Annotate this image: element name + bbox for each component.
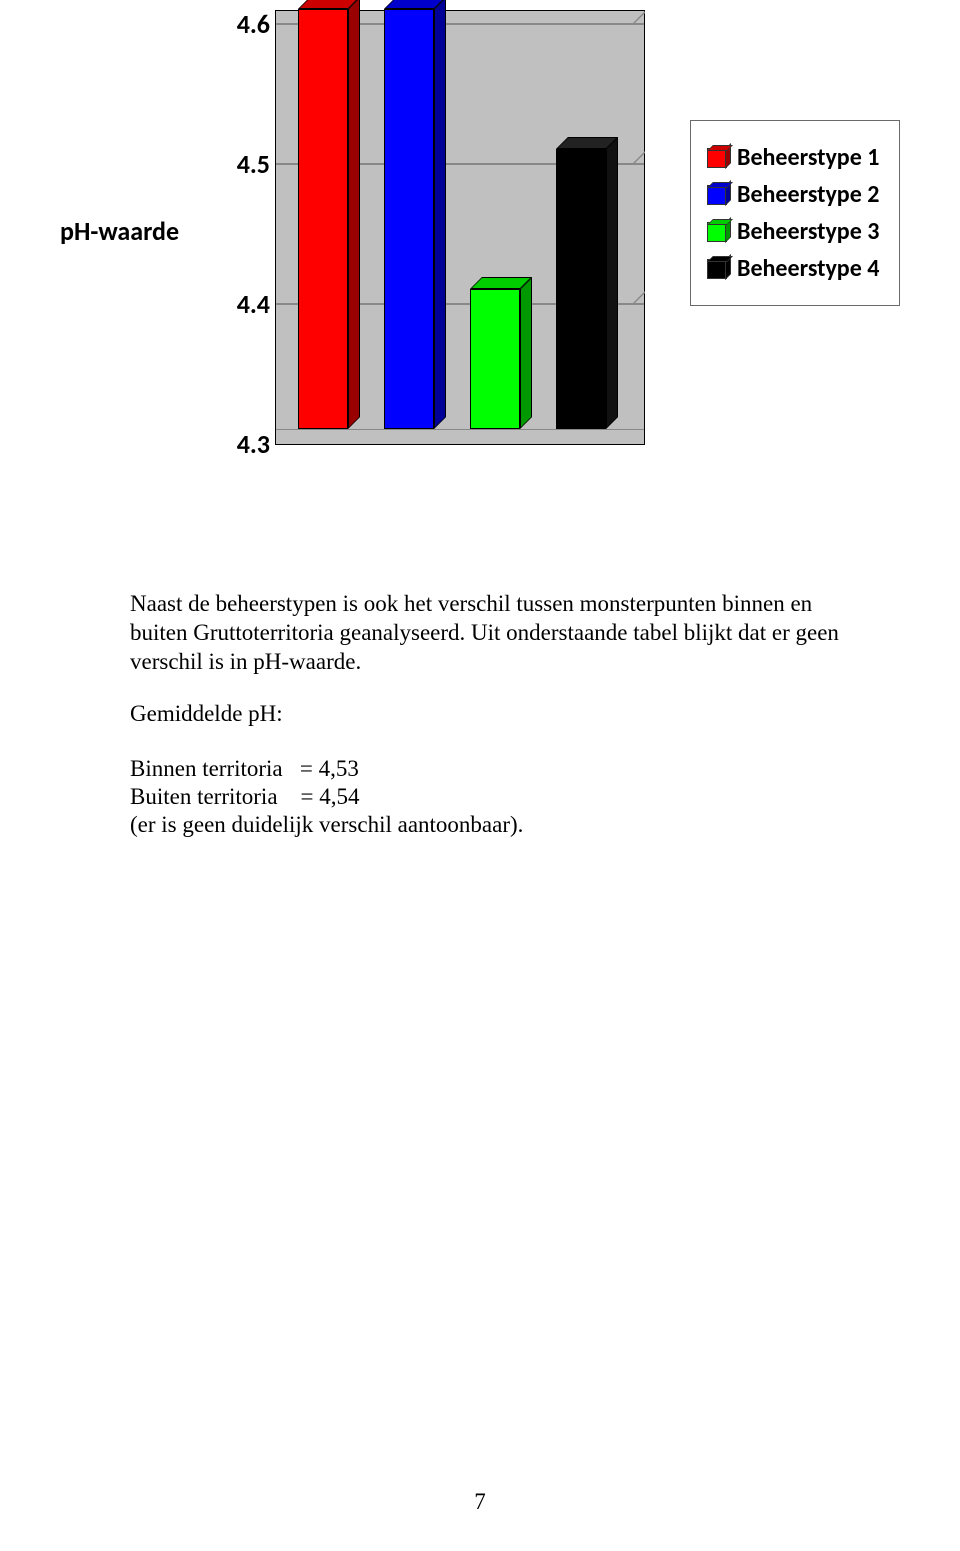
buiten-line: Buiten territoria = 4,54 bbox=[130, 783, 860, 812]
legend-label: Beheerstype 3 bbox=[737, 217, 879, 246]
legend-item-2: Beheerstype 2 bbox=[707, 180, 883, 209]
legend-swatch-1 bbox=[707, 148, 727, 168]
ph-chart: pH-waarde 4.6 4.5 4.4 4.3 bbox=[60, 10, 900, 490]
legend-item-3: Beheerstype 3 bbox=[707, 217, 883, 246]
legend-item-1: Beheerstype 1 bbox=[707, 143, 883, 172]
note-line: (er is geen duidelijk verschil aantoonba… bbox=[130, 811, 860, 840]
chart-legend: Beheerstype 1 Beheerstype 2 Beheerstype … bbox=[690, 120, 900, 306]
legend-label: Beheerstype 2 bbox=[737, 180, 879, 209]
gemiddelde-heading: Gemiddelde pH: bbox=[130, 700, 860, 729]
ytick-4-4: 4.4 bbox=[220, 288, 270, 320]
ytick-4-6: 4.6 bbox=[220, 8, 270, 40]
ytick-4-5: 4.5 bbox=[220, 148, 270, 180]
legend-swatch-2 bbox=[707, 185, 727, 205]
chart-ylabel: pH-waarde bbox=[60, 215, 179, 247]
plot-floor bbox=[276, 429, 644, 444]
legend-item-4: Beheerstype 4 bbox=[707, 254, 883, 283]
legend-label: Beheerstype 1 bbox=[737, 143, 879, 172]
legend-swatch-3 bbox=[707, 222, 727, 242]
page-number: 7 bbox=[0, 1489, 960, 1515]
legend-label: Beheerstype 4 bbox=[737, 254, 879, 283]
paragraph-intro: Naast de beheerstypen is ook het verschi… bbox=[130, 590, 860, 676]
plot-area bbox=[275, 10, 645, 445]
legend-swatch-4 bbox=[707, 259, 727, 279]
binnen-line: Binnen territoria = 4,53 bbox=[130, 755, 860, 784]
ytick-4-3: 4.3 bbox=[220, 428, 270, 460]
